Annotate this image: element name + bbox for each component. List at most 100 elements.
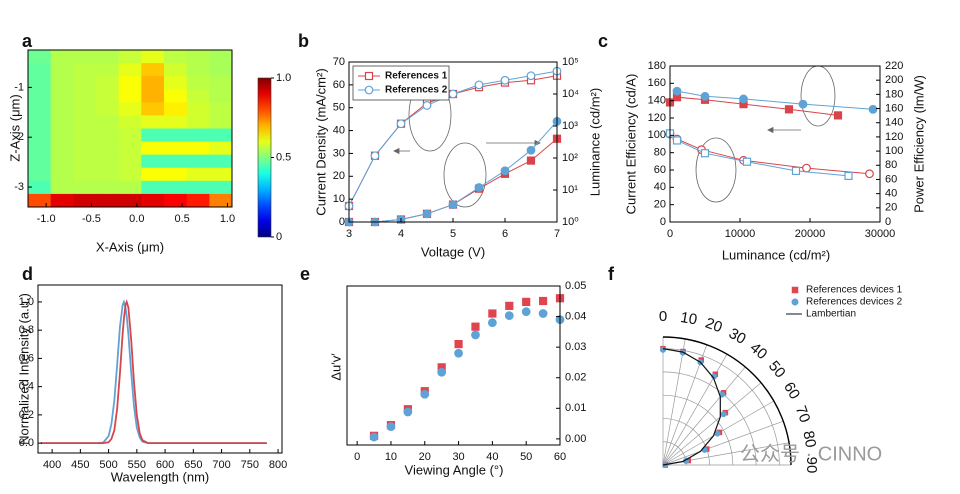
heatmap-cell xyxy=(73,193,97,208)
heatmap-cell xyxy=(141,193,165,208)
heatmap-cell xyxy=(164,50,188,64)
marker xyxy=(422,101,432,110)
x-tick-label: 0 xyxy=(354,451,360,463)
callout-ellipse xyxy=(800,65,836,127)
theta-tick-label: 80 xyxy=(799,430,819,449)
y-axis-title: Z-Axis (μm) xyxy=(7,94,22,161)
plot-frame xyxy=(27,49,233,208)
heatmap-cell xyxy=(209,89,233,103)
y2-tick-label: 200 xyxy=(885,74,903,86)
heatmap-cell xyxy=(164,141,188,156)
y-tick-label: 40 xyxy=(654,181,666,193)
legend-label: References 1 xyxy=(385,71,448,82)
marker xyxy=(487,318,497,328)
heatmap-cell xyxy=(141,50,165,64)
legend-marker xyxy=(791,286,799,294)
series-line xyxy=(40,299,267,444)
panel-label: f xyxy=(608,264,615,284)
y-tick-label: 0.02 xyxy=(565,372,586,384)
heatmap-cell xyxy=(164,154,188,169)
y2-tick-label: 10² xyxy=(562,152,578,164)
heatmap-cell xyxy=(50,141,74,156)
y-tick-label: 50 xyxy=(333,102,345,114)
legend-label: Lambertian xyxy=(806,309,856,320)
marker xyxy=(798,99,808,109)
heatmap-cell xyxy=(118,180,142,195)
marker xyxy=(488,309,497,318)
heatmap-cell xyxy=(118,102,142,116)
y2-tick-label: 100 xyxy=(885,145,903,157)
y2-tick-label: 10⁰ xyxy=(562,216,579,228)
heatmap-cell xyxy=(209,154,233,169)
marker xyxy=(521,307,531,317)
heatmap-cell xyxy=(186,50,210,64)
heatmap-cell xyxy=(118,154,142,169)
heatmap-cell xyxy=(96,128,120,143)
y-tick-label: -1 xyxy=(14,81,24,93)
heatmap-cell xyxy=(141,154,165,169)
heatmap-cell xyxy=(73,128,97,143)
theta-tick-label: 70 xyxy=(792,403,814,424)
heatmap-cell xyxy=(50,89,74,103)
heatmap-cell xyxy=(96,141,120,156)
x-tick-label: 40 xyxy=(486,451,498,463)
y-tick-label: 0.00 xyxy=(565,433,586,445)
theta-tick-label: 40 xyxy=(747,339,771,363)
heatmap-cell xyxy=(186,141,210,156)
heatmap-cell xyxy=(209,141,233,156)
heatmap-cell xyxy=(118,76,142,90)
marker xyxy=(386,422,396,432)
heatmap-cell xyxy=(118,141,142,156)
callout-ellipse xyxy=(443,142,487,208)
heatmap-cell xyxy=(164,167,188,182)
heatmap-cell xyxy=(73,141,97,156)
theta-tick-label: 60 xyxy=(780,379,803,402)
marker xyxy=(672,86,682,96)
heatmap-cell xyxy=(50,180,74,195)
heatmap-cell xyxy=(186,193,210,208)
heatmap-cell xyxy=(73,89,97,103)
x-tick-label: 450 xyxy=(71,459,89,471)
y2-tick-label: 0 xyxy=(885,216,891,228)
marker xyxy=(422,209,432,219)
heatmap-cell xyxy=(186,76,210,90)
panel-labels: a b c d e f xyxy=(22,31,615,284)
marker xyxy=(700,149,710,158)
colorbar-tick-label: 0.5 xyxy=(276,151,291,163)
heatmap-cell xyxy=(28,141,52,156)
y-axis-title: Luminance (cd/m²) xyxy=(587,88,602,196)
panel-label: c xyxy=(598,31,608,51)
marker xyxy=(369,432,379,442)
heatmap-cell xyxy=(164,193,188,208)
marker xyxy=(505,301,514,310)
heatmap-cell xyxy=(186,154,210,169)
legend-marker xyxy=(791,298,799,306)
theta-tick-label: 90 xyxy=(803,457,820,474)
marker xyxy=(471,330,480,340)
heatmap-cell xyxy=(73,115,97,129)
y-tick-label: 20 xyxy=(333,170,345,182)
x-tick-label: 60 xyxy=(554,451,566,463)
y2-tick-label: 10⁴ xyxy=(562,88,579,100)
y2-tick-label: 80 xyxy=(885,159,897,171)
marker xyxy=(471,322,480,331)
polar-boundary xyxy=(662,336,792,466)
x-tick-label: 3 xyxy=(346,228,352,240)
heatmap-cell xyxy=(50,50,74,64)
y2-tick-label: 220 xyxy=(885,60,903,72)
x-tick-label: 500 xyxy=(99,459,117,471)
x-tick-label: -1.0 xyxy=(37,213,56,225)
heatmap-cell xyxy=(209,102,233,116)
heatmap-cell xyxy=(118,167,142,182)
marker xyxy=(844,171,853,181)
marker xyxy=(448,89,458,99)
marker xyxy=(672,136,682,145)
heatmap-cell xyxy=(209,76,233,90)
y-tick-label: 60 xyxy=(333,79,345,91)
heatmap-cell xyxy=(96,115,120,129)
panel-label: e xyxy=(300,264,310,284)
marker xyxy=(868,104,878,114)
heatmap-cell xyxy=(96,63,120,77)
